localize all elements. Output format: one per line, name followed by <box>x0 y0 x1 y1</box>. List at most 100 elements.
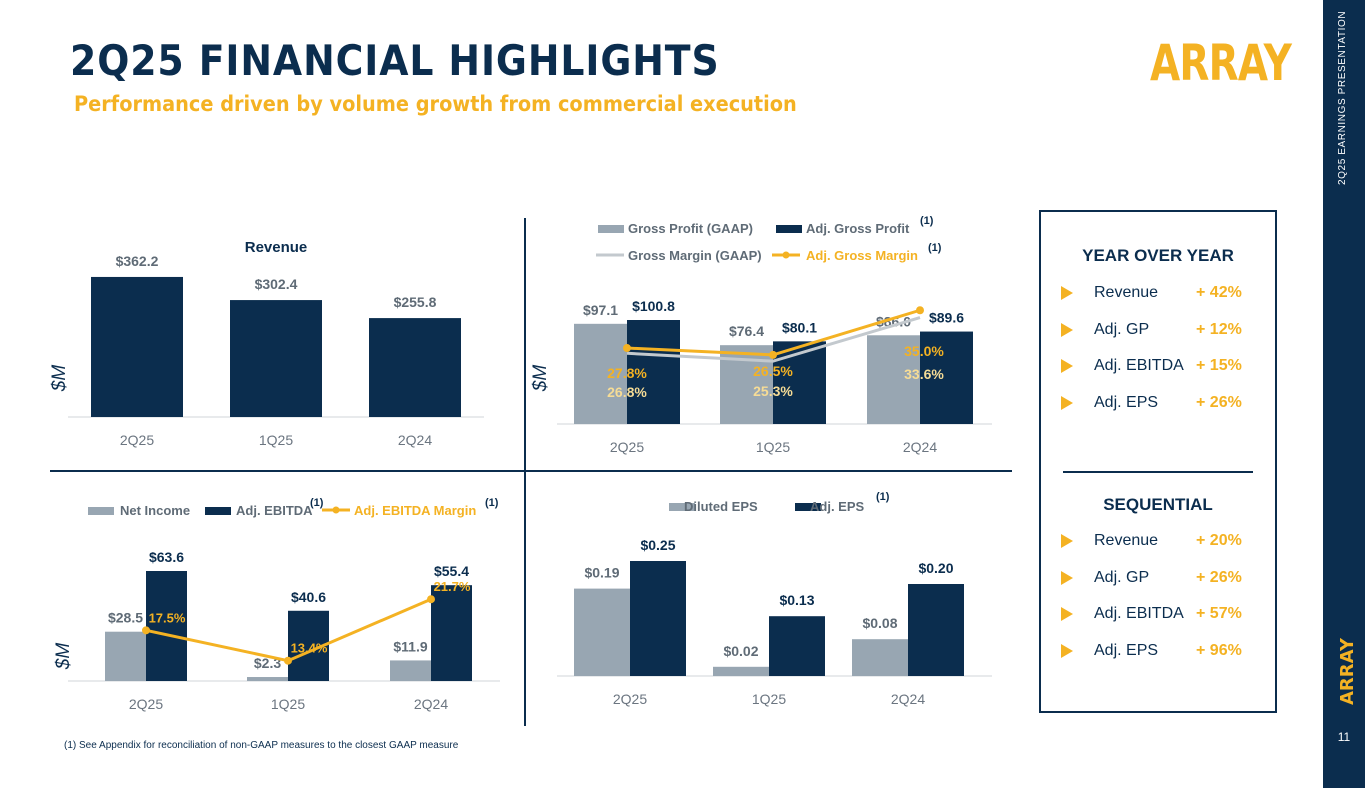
x-tick-label: 2Q24 <box>414 696 448 712</box>
revenue-bar <box>230 300 322 417</box>
x-tick-label: 1Q25 <box>752 691 786 707</box>
adj-gross-profit-bar <box>773 341 826 424</box>
seq-value: + 20% <box>1196 532 1242 549</box>
array-logo: ARRAY <box>1150 34 1292 92</box>
bar-data-label: $0.08 <box>862 615 897 631</box>
x-tick-label: 1Q25 <box>271 696 305 712</box>
summary-box: YEAR OVER YEAR Revenue + 42% Adj. GP + 12%… <box>1039 210 1277 713</box>
diluted-eps-bar <box>852 639 908 676</box>
gross-margin-line <box>626 316 921 363</box>
legend-label-net-income: Net Income <box>120 503 190 518</box>
adj-ebitda-bar <box>146 571 187 681</box>
line-data-label: 21.7% <box>434 579 471 594</box>
y-axis-label: $M <box>53 643 74 671</box>
x-tick-label: 2Q25 <box>610 439 644 455</box>
y-axis-label: $M <box>49 365 70 393</box>
legend-swatch-adj-gross-profit <box>776 225 802 233</box>
page-title: 2Q25 FINANCIAL HIGHLIGHTS <box>70 36 720 85</box>
arrow-right-icon <box>1061 534 1073 548</box>
arrow-right-icon <box>1061 571 1073 585</box>
yoy-title: YEAR OVER YEAR <box>1082 246 1234 265</box>
legend-footnote-marker: (1) <box>920 215 934 227</box>
bar-data-label: $89.6 <box>929 310 964 326</box>
seq-title: SEQUENTIAL <box>1103 495 1213 514</box>
revenue-bar <box>369 318 461 417</box>
x-tick-label: 1Q25 <box>756 439 790 455</box>
bar-data-label: $86.0 <box>876 313 911 329</box>
yoy-value: + 15% <box>1196 357 1242 374</box>
net-income-bar <box>105 631 146 681</box>
chart-title: Revenue <box>245 239 308 256</box>
line-data-label: 17.5% <box>149 610 186 625</box>
arrow-right-icon <box>1061 644 1073 658</box>
x-tick-label: 1Q25 <box>259 432 293 448</box>
summary-separator <box>1063 471 1253 473</box>
x-tick-label: 2Q24 <box>891 691 925 707</box>
diluted-eps-bar <box>574 588 630 676</box>
bar-data-label: $80.1 <box>782 319 817 335</box>
seq-value: + 96% <box>1196 642 1242 659</box>
arrow-right-icon <box>1061 359 1073 373</box>
legend-footnote-marker: (1) <box>928 242 942 254</box>
legend-label-gross-profit: Gross Profit (GAAP) <box>628 221 753 236</box>
legend-swatch-adj-ebitda <box>205 507 231 515</box>
legend-line-adj-ebitda-margin-marker <box>332 506 340 514</box>
arrow-right-icon <box>1061 323 1073 337</box>
line-data-label: 26.5% <box>753 363 793 379</box>
legend-label-adj-gross-profit: Adj. Gross Profit <box>806 221 910 236</box>
adj-ebitda-bar <box>431 585 472 681</box>
vertical-divider <box>524 218 526 726</box>
adj-eps-bar <box>769 616 825 676</box>
x-tick-label: 2Q24 <box>903 439 937 455</box>
line-data-label: 27.8% <box>607 365 647 381</box>
seq-value: + 57% <box>1196 605 1242 622</box>
line-data-label: 33.6% <box>904 366 944 382</box>
x-tick-label: 2Q25 <box>120 432 154 448</box>
gross-profit-bar <box>867 335 920 424</box>
adj-gross-profit-bar <box>920 331 973 424</box>
net-income-bar <box>247 677 288 681</box>
bar-data-label: $28.5 <box>108 610 143 626</box>
x-tick-label: 2Q25 <box>129 696 163 712</box>
yoy-value: + 42% <box>1196 284 1242 301</box>
line-data-label: 13.4% <box>291 641 328 656</box>
adj-gross-margin-point <box>769 350 777 359</box>
legend-swatch-gross-profit <box>598 225 624 233</box>
legend-label-gross-margin: Gross Margin (GAAP) <box>628 248 762 263</box>
sidebar-band <box>1323 0 1365 788</box>
arrow-right-icon <box>1061 607 1073 621</box>
legend-footnote-marker: (1) <box>485 497 499 509</box>
legend-label-diluted-eps: Diluted EPS <box>684 499 758 514</box>
yoy-label: Revenue <box>1094 284 1159 301</box>
adj-ebitda-margin-point <box>142 626 150 635</box>
legend-label-adj-eps: Adj. EPS <box>810 499 865 514</box>
yoy-value: + 12% <box>1196 321 1242 338</box>
yoy-label: Adj. GP <box>1094 321 1150 338</box>
bar-data-label: $0.20 <box>918 560 953 576</box>
legend-label-adj-ebitda: Adj. EBITDA <box>236 503 313 518</box>
y-axis-label: $M <box>530 365 551 393</box>
revenue-bar <box>91 276 183 417</box>
seq-label: Revenue <box>1094 532 1159 549</box>
bar-data-label: $362.2 <box>116 253 159 269</box>
seq-value: + 26% <box>1196 569 1242 586</box>
legend-swatch-adj-eps <box>795 503 821 511</box>
x-tick-label: 2Q24 <box>398 432 432 448</box>
legend-footnote-marker: (1) <box>876 491 890 503</box>
gross-profit-bar <box>574 323 627 424</box>
bar-data-label: $100.8 <box>632 298 675 314</box>
bar-data-label: $76.4 <box>729 323 764 339</box>
seq-label: Adj. GP <box>1094 569 1150 586</box>
legend-footnote-marker: (1) <box>310 497 324 509</box>
yoy-label: Adj. EPS <box>1094 394 1159 411</box>
adj-gross-margin-point <box>623 344 631 353</box>
line-data-label: 26.8% <box>607 384 647 400</box>
legend-label-adj-gross-margin: Adj. Gross Margin <box>806 248 918 263</box>
yoy-label: Adj. EBITDA <box>1094 357 1184 374</box>
seq-label: Adj. EPS <box>1094 642 1159 659</box>
bar-data-label: $0.25 <box>640 537 675 553</box>
adj-gross-profit-bar <box>627 320 680 424</box>
page-number: 11 <box>1337 730 1351 744</box>
bar-data-label: $55.4 <box>434 563 469 579</box>
